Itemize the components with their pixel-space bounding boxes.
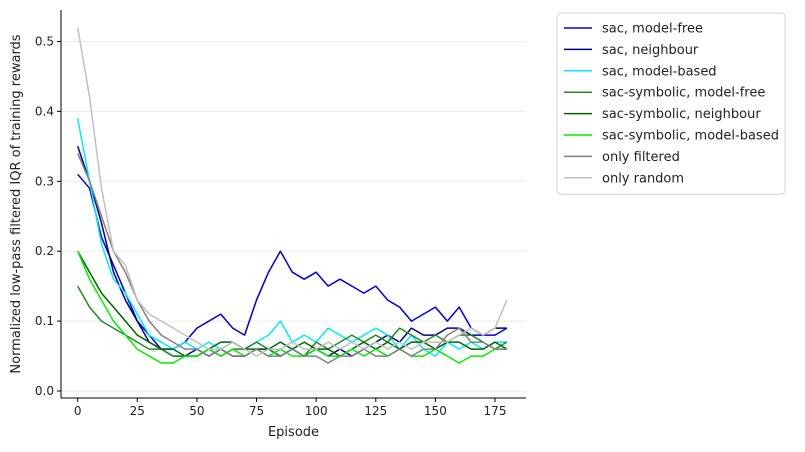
- legend-label: only filtered: [602, 150, 680, 165]
- x-tick-label: 0: [74, 404, 82, 418]
- legend-label: sac-symbolic, model-based: [602, 129, 779, 144]
- legend-label: only random: [602, 171, 684, 186]
- legend-label: sac-symbolic, neighbour: [602, 107, 761, 122]
- x-tick-label: 100: [305, 404, 328, 418]
- series-line: [76, 118, 507, 357]
- y-tick-label: 0.0: [35, 384, 54, 398]
- y-tick-label: 0.5: [35, 34, 54, 48]
- legend-label: sac, neighbour: [602, 43, 699, 58]
- x-tick-label: 175: [484, 404, 507, 418]
- legend-label: sac, model-free: [602, 22, 703, 37]
- x-tick-label: 25: [130, 404, 145, 418]
- x-axis-label: Episode: [268, 425, 319, 440]
- x-tick-label: 75: [249, 404, 264, 418]
- x-tick-label: 150: [424, 404, 447, 418]
- legend-label: sac-symbolic, model-free: [602, 86, 765, 101]
- grid-layer: [61, 40, 526, 392]
- y-tick-label: 0.2: [35, 244, 54, 258]
- x-tick-label: 125: [364, 404, 387, 418]
- series-line: [77, 153, 507, 364]
- x-tick-label: 50: [189, 404, 204, 418]
- series-layer: [76, 27, 508, 364]
- y-tick-label: 0.3: [35, 174, 54, 188]
- legend-box: [556, 12, 786, 195]
- y-tick-label: 0.1: [35, 314, 54, 328]
- legend: sac, model-free sac, neighbour sac, model-…: [556, 12, 786, 195]
- legend-label: sac, model-based: [602, 64, 717, 79]
- y-tick-label: 0.4: [35, 104, 54, 118]
- axes-layer: 0 25 50 75 100 125 150 175 0.0 0.1 0.2 0.3 0.4 0.5: [35, 10, 526, 418]
- y-axis-label: Normalized low-pass filtered IQR of trai…: [9, 34, 24, 373]
- series-line: [76, 27, 508, 357]
